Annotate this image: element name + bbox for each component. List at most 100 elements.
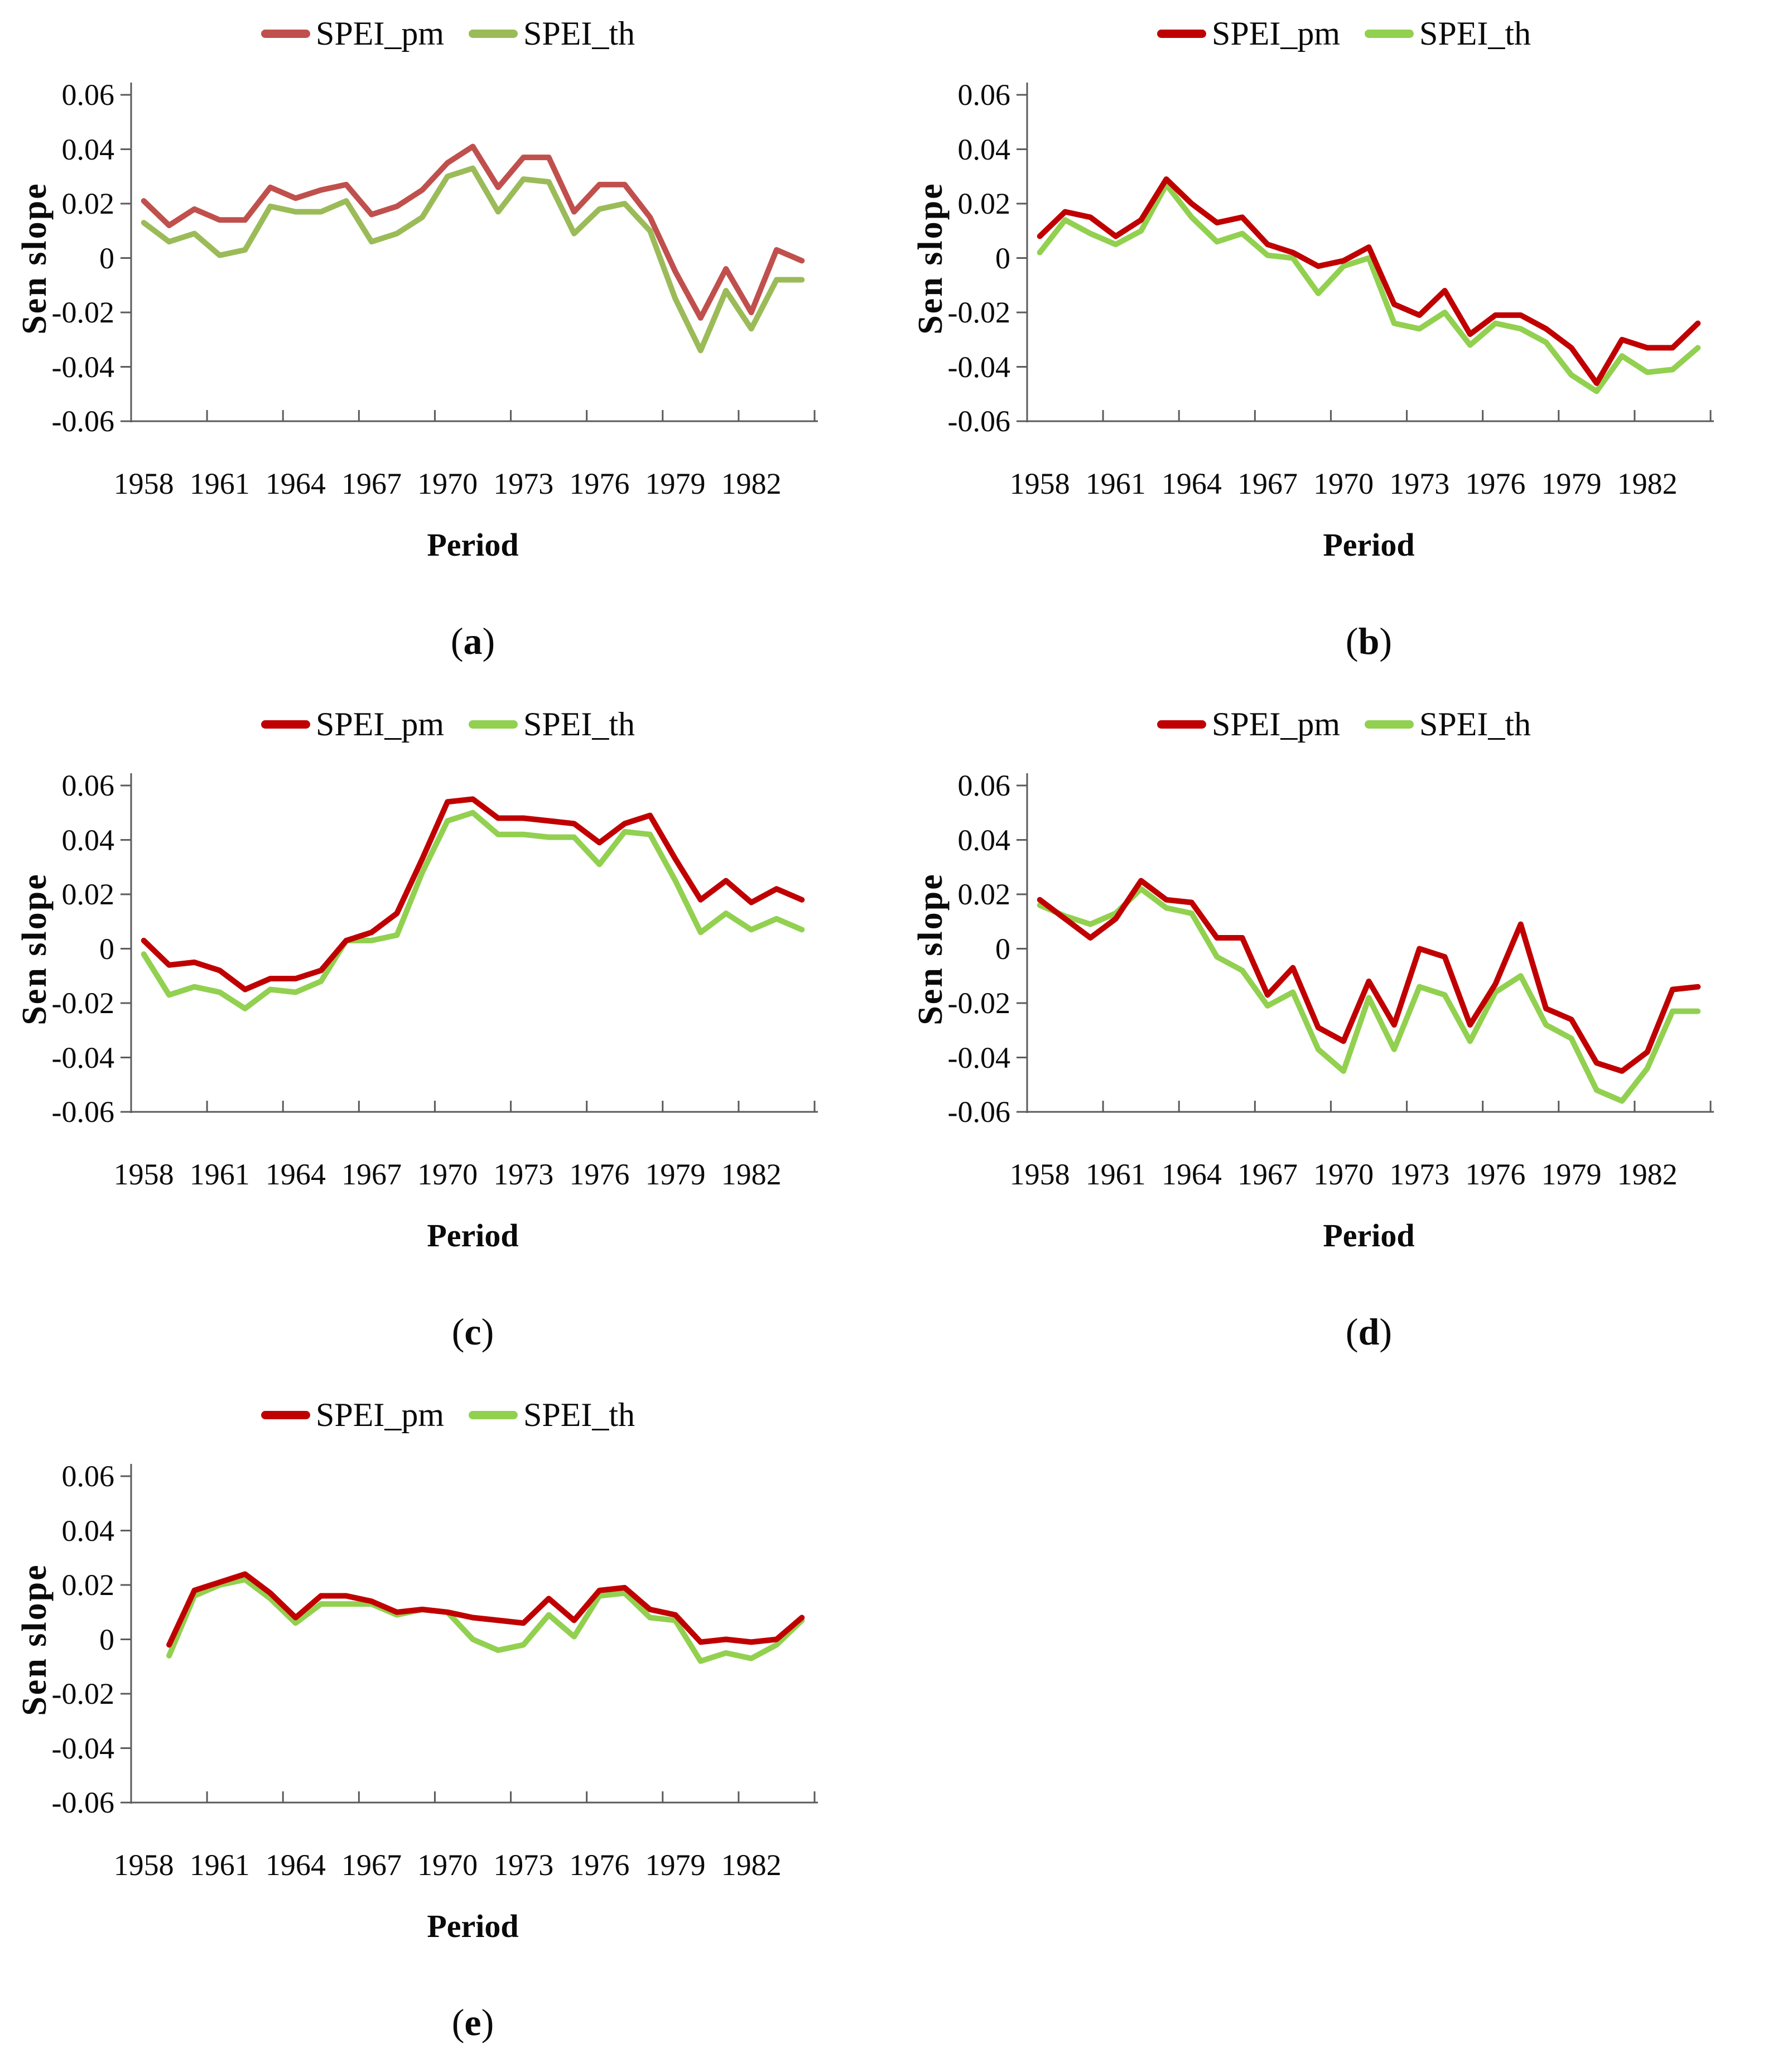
panel-caption: (b) xyxy=(1027,620,1711,662)
chart-legend: SPEI_pm SPEI_th xyxy=(0,705,896,744)
series-line-spei_th xyxy=(141,165,805,354)
plot-area xyxy=(1017,83,1714,422)
panel-caption: (a) xyxy=(131,620,815,662)
x-tick-label: 1979 xyxy=(1541,467,1602,500)
x-tick-label: 1979 xyxy=(645,1158,706,1191)
caption-letter: e xyxy=(464,2001,481,2044)
chart-panel-d: SPEI_pm SPEI_th Sen slope Period (d) 0.0… xyxy=(896,691,1792,1381)
x-axis-title: Period xyxy=(427,527,519,563)
chart-panel-c: SPEI_pm SPEI_th Sen slope Period (c) 0.0… xyxy=(0,691,896,1381)
y-tick-label: -0.04 xyxy=(51,350,114,384)
plot-area xyxy=(121,773,818,1113)
x-tick-label: 1958 xyxy=(1009,1158,1070,1191)
legend-label-spei-th: SPEI_th xyxy=(1419,15,1531,52)
x-tick-label: 1970 xyxy=(417,1848,478,1882)
y-tick-label: -0.04 xyxy=(947,1040,1010,1074)
legend-item-spei-pm: SPEI_pm xyxy=(261,15,444,53)
x-tick-label: 1973 xyxy=(493,467,554,500)
x-tick-label: 1967 xyxy=(341,467,402,500)
y-tick-label: 0 xyxy=(995,241,1010,275)
legend-line-swatch-pm xyxy=(1157,720,1206,729)
x-tick-label: 1961 xyxy=(189,467,250,500)
caption-letter: d xyxy=(1358,1310,1380,1353)
y-tick-label: 0 xyxy=(99,1622,114,1656)
x-axis-title: Period xyxy=(427,1217,519,1254)
x-tick-label: 1961 xyxy=(189,1848,250,1882)
x-tick-label: 1961 xyxy=(1085,1158,1146,1191)
x-tick-label: 1964 xyxy=(265,467,326,500)
chart-legend: SPEI_pm SPEI_th xyxy=(896,15,1792,53)
series-line-spei_pm xyxy=(166,1571,805,1648)
x-tick-label: 1967 xyxy=(1237,1158,1298,1191)
panel-caption: (c) xyxy=(131,1311,815,1352)
caption-open-paren: ( xyxy=(1345,620,1359,662)
legend-line-swatch-pm xyxy=(261,720,310,729)
legend-line-swatch-th xyxy=(1365,30,1414,38)
x-tick-label: 1970 xyxy=(1313,467,1374,500)
y-tick-label: 0.06 xyxy=(61,78,115,112)
plot-area xyxy=(121,1464,818,1804)
panel-caption: (d) xyxy=(1027,1311,1711,1352)
x-tick-label: 1982 xyxy=(1617,467,1678,500)
caption-letter: b xyxy=(1358,620,1380,662)
x-axis-title: Period xyxy=(1323,1217,1415,1254)
legend-label-spei-pm: SPEI_pm xyxy=(315,706,444,743)
legend-label-spei-th: SPEI_th xyxy=(1419,706,1531,743)
y-tick-label: 0.02 xyxy=(957,187,1011,220)
x-tick-label: 1976 xyxy=(1465,1158,1526,1191)
x-tick-label: 1973 xyxy=(1389,467,1450,500)
legend-label-spei-pm: SPEI_pm xyxy=(1211,15,1340,52)
x-tick-label: 1958 xyxy=(113,1848,174,1882)
legend-item-spei-th: SPEI_th xyxy=(1365,705,1531,744)
chart-legend: SPEI_pm SPEI_th xyxy=(0,1396,896,1434)
y-tick-label: -0.02 xyxy=(51,986,114,1020)
x-tick-label: 1973 xyxy=(493,1848,554,1882)
x-tick-label: 1964 xyxy=(1161,467,1222,500)
x-tick-label: 1964 xyxy=(265,1158,326,1191)
legend-item-spei-pm: SPEI_pm xyxy=(261,1396,444,1434)
caption-letter: c xyxy=(464,1310,481,1353)
legend-item-spei-th: SPEI_th xyxy=(469,705,635,744)
series-line-spei_pm xyxy=(1037,878,1701,1074)
y-tick-label: 0.02 xyxy=(957,878,1011,911)
y-tick-label: 0.04 xyxy=(61,132,115,166)
y-tick-label: 0 xyxy=(99,932,114,966)
chart-panel-e: SPEI_pm SPEI_th Sen slope Period (e) 0.0… xyxy=(0,1381,896,2072)
y-tick-label: 0.02 xyxy=(61,878,115,911)
y-tick-label: 0.04 xyxy=(957,132,1011,166)
caption-open-paren: ( xyxy=(451,1310,465,1353)
y-tick-label: -0.06 xyxy=(51,1095,114,1129)
caption-letter: a xyxy=(463,620,483,662)
y-tick-label: -0.06 xyxy=(947,1095,1010,1129)
panel-caption: (e) xyxy=(131,2002,815,2043)
caption-open-paren: ( xyxy=(1345,1310,1359,1353)
x-tick-label: 1973 xyxy=(1389,1158,1450,1191)
y-tick-label: -0.02 xyxy=(51,296,114,329)
y-tick-label: 0.06 xyxy=(61,1459,115,1493)
x-tick-label: 1958 xyxy=(1009,467,1070,500)
caption-open-paren: ( xyxy=(451,2001,465,2044)
x-tick-label: 1961 xyxy=(189,1158,250,1191)
y-tick-label: -0.02 xyxy=(947,296,1010,329)
x-tick-label: 1970 xyxy=(417,1158,478,1191)
x-tick-label: 1973 xyxy=(493,1158,554,1191)
y-tick-label: 0.02 xyxy=(61,187,115,220)
x-tick-label: 1967 xyxy=(341,1848,402,1882)
caption-close-paren: ) xyxy=(482,620,495,662)
x-axis-title: Period xyxy=(1323,527,1415,563)
chart-legend: SPEI_pm SPEI_th xyxy=(896,705,1792,744)
x-tick-label: 1958 xyxy=(113,1158,174,1191)
y-tick-label: 0 xyxy=(99,241,114,275)
legend-label-spei-th: SPEI_th xyxy=(523,15,635,52)
legend-item-spei-th: SPEI_th xyxy=(469,1396,635,1434)
y-tick-label: -0.02 xyxy=(947,986,1010,1020)
x-tick-label: 1976 xyxy=(569,1848,630,1882)
x-tick-label: 1982 xyxy=(721,1848,782,1882)
caption-close-paren: ) xyxy=(1379,1310,1393,1353)
legend-line-swatch-th xyxy=(469,1411,518,1419)
legend-line-swatch-pm xyxy=(261,1411,310,1419)
y-tick-label: 0.06 xyxy=(957,769,1011,802)
y-tick-label: -0.04 xyxy=(51,1040,114,1074)
x-tick-label: 1964 xyxy=(265,1848,326,1882)
